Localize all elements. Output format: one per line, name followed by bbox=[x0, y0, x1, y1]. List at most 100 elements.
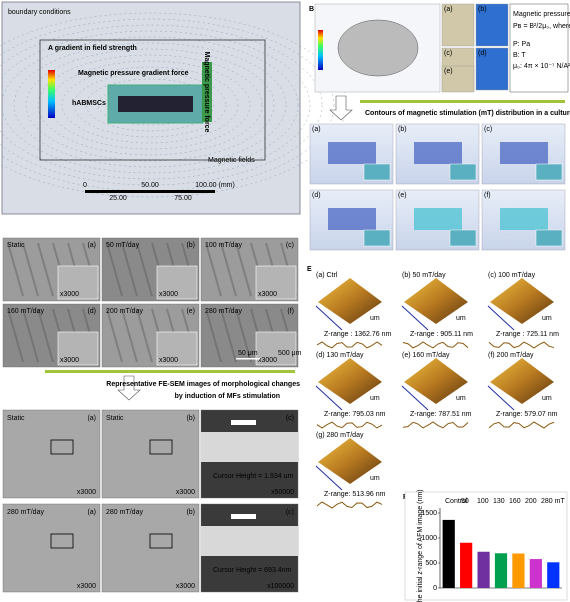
label: x3000 bbox=[258, 291, 277, 298]
afm-surface bbox=[490, 358, 554, 404]
label: (a) bbox=[312, 126, 321, 133]
fiber bbox=[7, 242, 24, 297]
label: E bbox=[307, 266, 312, 273]
label: (b) bbox=[186, 509, 195, 516]
label: (e) bbox=[398, 192, 407, 199]
label: (b) bbox=[186, 242, 195, 249]
profile bbox=[316, 501, 383, 509]
label: Representative FE-SEM images of morpholo… bbox=[106, 381, 300, 388]
inset bbox=[363, 163, 391, 181]
arrow bbox=[329, 95, 353, 121]
fiber bbox=[136, 242, 153, 297]
axis bbox=[401, 305, 429, 331]
afm-surface bbox=[404, 358, 468, 404]
y-axis-label: The initial z-range of AFM image (nm) bbox=[417, 489, 424, 602]
label: (a) bbox=[87, 509, 96, 516]
label: 50.00 bbox=[141, 182, 159, 189]
label: 50 mT/day bbox=[106, 242, 140, 249]
scale bbox=[236, 358, 260, 360]
label: (b) bbox=[398, 126, 407, 133]
legend-label: Control bbox=[445, 498, 468, 505]
label: Static bbox=[106, 415, 124, 422]
fiber bbox=[7, 308, 24, 363]
formula-box bbox=[509, 3, 569, 93]
field-line bbox=[0, 24, 323, 186]
colorbar bbox=[48, 70, 55, 118]
fiber bbox=[37, 308, 54, 363]
label: x3000 bbox=[159, 291, 178, 298]
legend-label: 130 bbox=[493, 498, 505, 505]
legend-label: 100 bbox=[477, 498, 489, 505]
fiber bbox=[37, 242, 54, 297]
y-tick-label: 0 bbox=[433, 585, 437, 592]
sim-thumb bbox=[475, 3, 509, 47]
label: um bbox=[370, 475, 380, 482]
cursor bbox=[231, 420, 256, 425]
label: 280 mT/day bbox=[7, 509, 44, 516]
bar bbox=[512, 553, 525, 588]
label: (a) Ctrl bbox=[316, 272, 338, 279]
label: Magnetic pressure gradient force bbox=[78, 70, 189, 77]
sem-inset bbox=[156, 331, 198, 366]
label: Static bbox=[7, 242, 25, 249]
zoom-box bbox=[149, 533, 173, 549]
field-line bbox=[85, 78, 215, 132]
label: (e) bbox=[444, 68, 453, 75]
label: μ₀: 4π × 10⁻⁷ N/A² bbox=[513, 63, 570, 70]
sem-inset bbox=[57, 265, 99, 300]
cylinder bbox=[337, 19, 419, 77]
fiber bbox=[220, 242, 237, 297]
green-line bbox=[360, 100, 565, 103]
sem-inset bbox=[255, 265, 297, 300]
label: um bbox=[542, 395, 552, 402]
label: Pʙ = B²/2μ₀, where, bbox=[513, 23, 570, 30]
label: um bbox=[542, 315, 552, 322]
label: Z-range: 579.07 nm bbox=[496, 411, 558, 418]
inset bbox=[449, 163, 477, 181]
label: 280 mT/day bbox=[205, 308, 242, 315]
label: Z-range : 905.11 nm bbox=[410, 331, 473, 338]
fiber bbox=[235, 242, 252, 297]
label: x3000 bbox=[159, 357, 178, 364]
sim-thumb bbox=[441, 3, 475, 47]
fiber bbox=[205, 242, 222, 297]
inset bbox=[363, 229, 391, 247]
label: (c) bbox=[286, 509, 294, 516]
sim-thumb bbox=[441, 65, 475, 93]
profile bbox=[488, 341, 555, 349]
label: (f) bbox=[484, 192, 491, 199]
label: 200 mT/day bbox=[106, 308, 143, 315]
boundary-box bbox=[39, 39, 266, 161]
fiber bbox=[121, 308, 138, 363]
label: 50 μm bbox=[238, 350, 258, 357]
cross-section bbox=[201, 526, 298, 556]
legend-label: 280 mT bbox=[541, 498, 565, 505]
legend-label: 200 bbox=[525, 498, 537, 505]
label: (g) 280 mT/day bbox=[316, 432, 364, 439]
label: (d) bbox=[87, 308, 96, 315]
label: Z-range: 513.96 nm bbox=[324, 491, 386, 498]
field-line bbox=[1, 36, 299, 174]
profile bbox=[316, 421, 383, 429]
label: 160 mT/day bbox=[7, 308, 44, 315]
field-line bbox=[13, 42, 287, 168]
label: (c) bbox=[444, 50, 452, 57]
label: x100000 bbox=[267, 583, 294, 590]
label: (f) 200 mT/day bbox=[488, 352, 534, 359]
label: um bbox=[456, 395, 466, 402]
contour-field bbox=[500, 142, 548, 164]
axis bbox=[487, 385, 515, 411]
profile bbox=[488, 421, 555, 429]
bar bbox=[477, 551, 490, 588]
label: x3000 bbox=[77, 489, 96, 496]
label: Z-range: 787.51 nm bbox=[410, 411, 472, 418]
label: Magnetic pressure force bbox=[203, 52, 210, 133]
bar bbox=[442, 519, 455, 588]
label: Z-range : 1362.76 nm bbox=[324, 331, 391, 338]
arrow bbox=[117, 375, 141, 401]
label: (f) bbox=[287, 308, 294, 315]
label: Magnetic fields bbox=[208, 157, 255, 164]
contour-field bbox=[414, 208, 462, 230]
fiber bbox=[235, 308, 252, 363]
label: x3000 bbox=[176, 583, 195, 590]
